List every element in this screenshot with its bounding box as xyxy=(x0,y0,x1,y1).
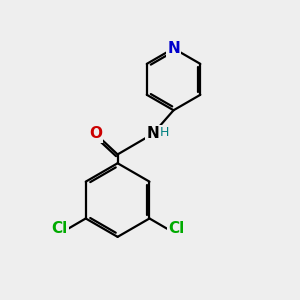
Text: Cl: Cl xyxy=(51,221,68,236)
Text: N: N xyxy=(147,126,159,141)
Text: Cl: Cl xyxy=(168,221,184,236)
Text: N: N xyxy=(167,41,180,56)
Text: H: H xyxy=(159,126,169,139)
Text: O: O xyxy=(89,126,102,141)
